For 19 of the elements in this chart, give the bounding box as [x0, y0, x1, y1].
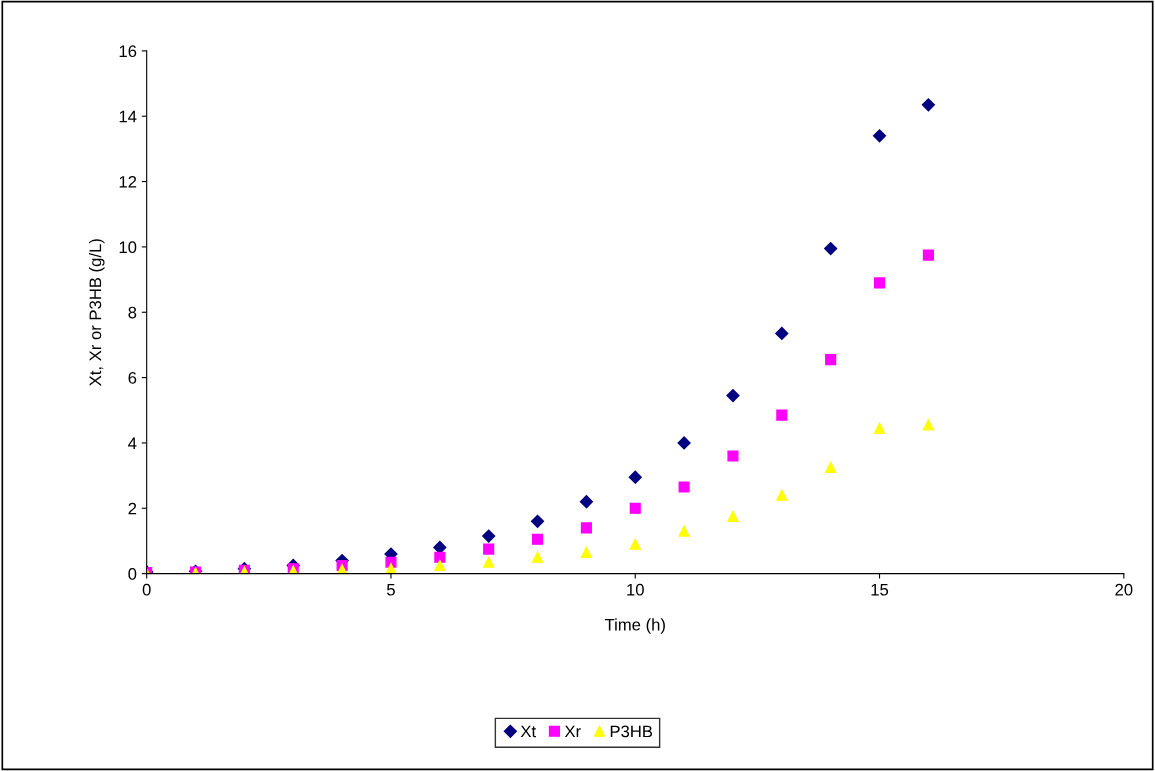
legend-label: P3HB	[610, 725, 653, 738]
x-tick-label: 15	[871, 583, 889, 596]
y-tick-label: 0	[128, 568, 137, 580]
x-tick-label: 5	[387, 583, 395, 596]
legend-label: Xr	[564, 725, 581, 738]
legend-label: Xt	[520, 725, 536, 738]
y-tick-label: 14	[119, 110, 137, 123]
x-tick-label: 20	[1115, 583, 1133, 596]
y-tick-label: 12	[119, 175, 137, 188]
y-axis-title: Xt, Xr or P3HB (g/L)	[89, 239, 105, 386]
y-tick-label: 4	[128, 437, 137, 449]
y-tick-label: 2	[128, 502, 137, 515]
y-tick-label: 10	[119, 241, 137, 254]
x-tick-label: 10	[627, 583, 644, 596]
y-tick-label: 8	[128, 306, 137, 319]
x-axis-title: Time (h)	[604, 618, 665, 634]
y-tick-label: 6	[128, 372, 137, 384]
y-tick-label: 16	[119, 45, 137, 58]
x-tick-label: 0	[142, 583, 151, 596]
